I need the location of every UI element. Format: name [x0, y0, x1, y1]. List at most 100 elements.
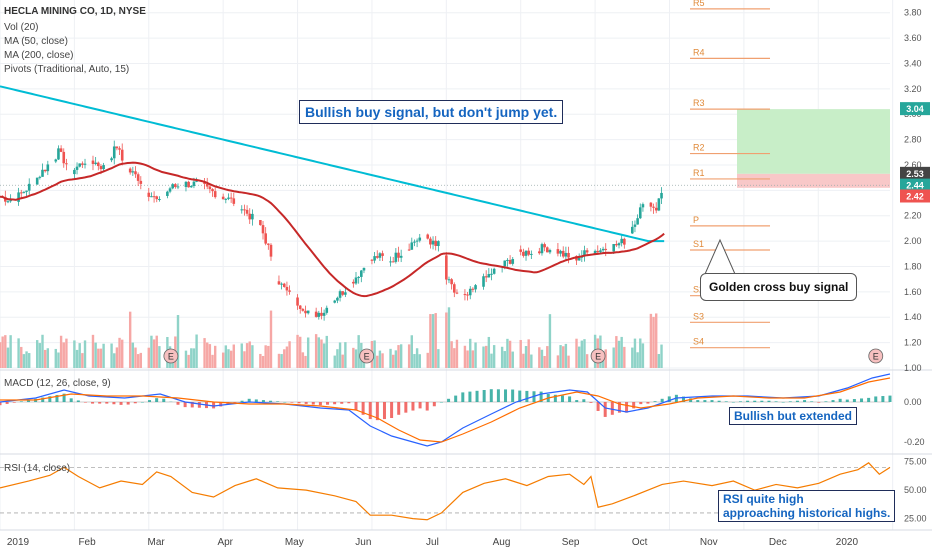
candle-body [259, 220, 262, 226]
volume-bar [376, 355, 379, 368]
candle-body [519, 249, 523, 252]
macd-histogram-bar [461, 392, 465, 402]
candle-body [174, 184, 177, 187]
volume-bar [102, 343, 105, 368]
volume-bar [203, 338, 206, 368]
macd-histogram-bar [12, 402, 16, 403]
volume-bar [389, 348, 392, 368]
candle-body [208, 186, 212, 190]
macd-pane: MACD (12, 26, close, 9) [0, 373, 892, 447]
candle-body [192, 181, 196, 187]
volume-bar [25, 351, 28, 368]
volume-bar [649, 313, 653, 368]
volume-bar [437, 349, 440, 368]
volume-bar [206, 342, 209, 368]
candle-body [41, 169, 44, 177]
volume-bar [248, 341, 251, 368]
price-label-bg [900, 166, 930, 180]
stop-zone [737, 173, 890, 188]
candle-body [102, 165, 105, 170]
candle-body [304, 310, 307, 314]
macd-histogram-bar [447, 398, 451, 402]
macd-histogram-bar [525, 390, 529, 402]
candle-body [564, 252, 568, 257]
volume-bar [62, 342, 65, 368]
candle-body [227, 197, 230, 199]
candle-body [322, 312, 326, 316]
macd-histogram-bar [860, 398, 864, 402]
macd-histogram-bar [553, 394, 557, 402]
volume-bar [184, 350, 188, 368]
candle-body [638, 207, 642, 219]
volume-bar [317, 337, 321, 368]
candle-body [147, 192, 151, 197]
macd-histogram-bar [382, 402, 386, 420]
candle-body [336, 297, 339, 301]
volume-bar [657, 354, 661, 368]
candle-body [282, 283, 286, 287]
callout-pointer [704, 238, 736, 275]
volume-bar [227, 349, 230, 368]
candles[interactable] [1, 140, 663, 321]
x-tick-label: Dec [769, 537, 787, 548]
volume-bar [208, 344, 212, 368]
volume-bar [43, 349, 47, 368]
macd-histogram-bar [390, 402, 394, 418]
volume-bar [567, 355, 570, 368]
candle-body [559, 250, 562, 254]
price-labels: 3.04 2.53 2.442.42 [900, 102, 930, 203]
candle-body [19, 192, 23, 194]
candle-body [118, 148, 121, 150]
volume-bar [73, 340, 76, 368]
volume-bar [487, 336, 491, 368]
macd-histogram-bar [852, 399, 856, 402]
candle-body [567, 252, 570, 258]
volume-bar [17, 338, 20, 368]
macd-histogram-bar [269, 400, 273, 402]
volume-bar [482, 346, 485, 368]
macd-histogram-bar [867, 397, 871, 402]
candle-body [333, 300, 337, 303]
macd-histogram-bar [439, 402, 443, 403]
volume-bar [176, 315, 180, 368]
macd-histogram-bar [874, 396, 878, 402]
candle-body [325, 307, 329, 313]
macd-histogram-bar [610, 402, 614, 415]
macd-histogram-bar [261, 400, 265, 402]
candle-body [62, 151, 66, 164]
volume-bar [410, 335, 413, 368]
candle-body [522, 251, 525, 256]
volume-bar [320, 339, 323, 368]
rsi-annotation: RSI quite high approaching historical hi… [718, 490, 896, 522]
candle-body [184, 181, 188, 187]
candle-body [155, 196, 159, 200]
legend-item: Pivots (Traditional, Auto, 15) [4, 64, 129, 75]
macd-histogram-bar [148, 400, 152, 402]
volume-bar [147, 347, 150, 368]
y-tick-label: 2.20 [904, 211, 922, 221]
volume-bar [434, 313, 437, 368]
macd-histogram-bar [240, 400, 244, 402]
volume-bar [466, 350, 469, 368]
volume-bar [59, 335, 63, 368]
macd-histogram-bar [311, 402, 315, 405]
candle-body [25, 190, 28, 192]
volume-bar [152, 339, 156, 368]
volume-bar [333, 355, 336, 368]
volume-bar [118, 337, 121, 368]
macd-histogram-bar [824, 401, 828, 402]
candle-body [641, 204, 645, 208]
macd-y-tick-label: -0.20 [904, 437, 925, 447]
volume-bar [190, 348, 193, 368]
macd-histogram-bar [596, 402, 600, 411]
volume-bar [352, 347, 355, 368]
macd-histogram-bar [333, 402, 337, 405]
pivot-label-r5: R5 [693, 0, 705, 8]
volume-bar [261, 355, 265, 368]
candle-body [623, 238, 626, 245]
y-tick-label: 2.60 [904, 160, 922, 170]
candle-body [314, 311, 318, 317]
candle-body [229, 197, 233, 199]
